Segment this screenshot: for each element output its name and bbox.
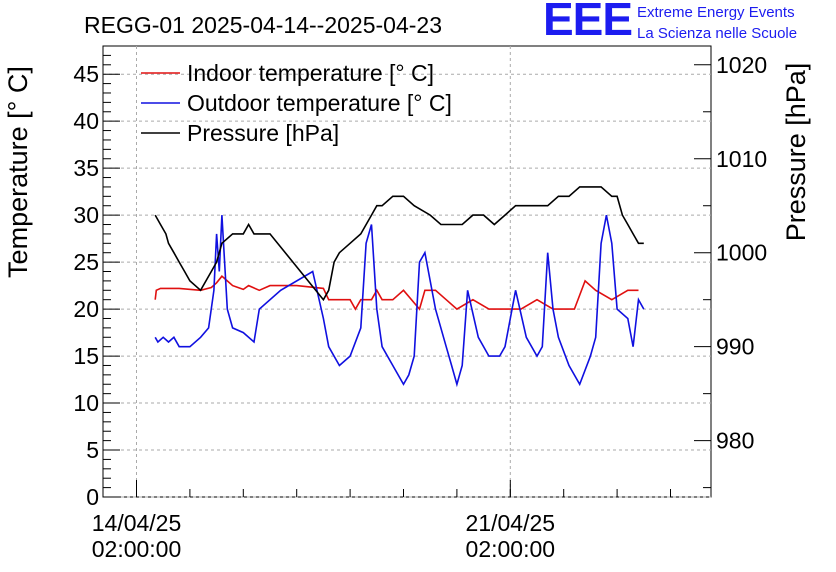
eee-logo: EEE Extreme Energy Events La Scienza nel… <box>543 0 835 46</box>
y-tick-label-8: 40 <box>73 108 99 134</box>
series-group <box>154 186 645 388</box>
x-tick-time-0: 02:00:00 <box>92 536 182 562</box>
y2-tick-label-1: 990 <box>716 334 754 360</box>
y-tick-label-4: 20 <box>73 296 99 322</box>
series-line-0 <box>154 275 639 311</box>
y-tick-label-9: 45 <box>73 61 99 87</box>
x-tick-label-0: 14/04/25 <box>92 510 182 536</box>
y2-tick-label-2: 1000 <box>716 240 767 266</box>
axes: 0 5 10 15 20 25 30 35 40 45 980 990 1000 1010 1020 14/0… <box>73 52 767 562</box>
eee-logo-mark: EEE <box>543 0 633 45</box>
series-line-2 <box>154 186 644 302</box>
legend-label-1: Outdoor temperature [° C] <box>187 90 452 116</box>
legend-label-2: Pressure [hPa] <box>187 120 339 146</box>
logo-line-1: Extreme Energy Events <box>637 4 795 21</box>
y-tick-label-2: 10 <box>73 390 99 416</box>
y-tick-label-6: 30 <box>73 202 99 228</box>
y-tick-label-5: 25 <box>73 249 99 275</box>
y2-tick-label-4: 1020 <box>716 52 767 78</box>
chart-title: REGG-01 2025-04-14--2025-04-23 <box>84 12 442 38</box>
x-tick-time-1: 02:00:00 <box>466 536 556 562</box>
grid <box>103 46 711 498</box>
y2-tick-label-3: 1010 <box>716 146 767 172</box>
logo-line-2: La Scienza nelle Scuole <box>637 25 798 42</box>
y-tick-label-0: 0 <box>86 484 99 510</box>
x-tick-label-1: 21/04/25 <box>466 510 556 536</box>
y-tick-label-1: 5 <box>86 437 99 463</box>
y2-axis-label: Pressure [hPa] <box>781 63 811 242</box>
y-tick-label-7: 35 <box>73 155 99 181</box>
series-line-1 <box>154 214 645 388</box>
legend: Indoor temperature [° C] Outdoor temperat… <box>141 60 452 146</box>
y-axis-label: Temperature [° C] <box>3 66 33 278</box>
y2-tick-label-0: 980 <box>716 428 754 454</box>
y-tick-label-3: 15 <box>73 343 99 369</box>
legend-label-0: Indoor temperature [° C] <box>187 60 434 86</box>
